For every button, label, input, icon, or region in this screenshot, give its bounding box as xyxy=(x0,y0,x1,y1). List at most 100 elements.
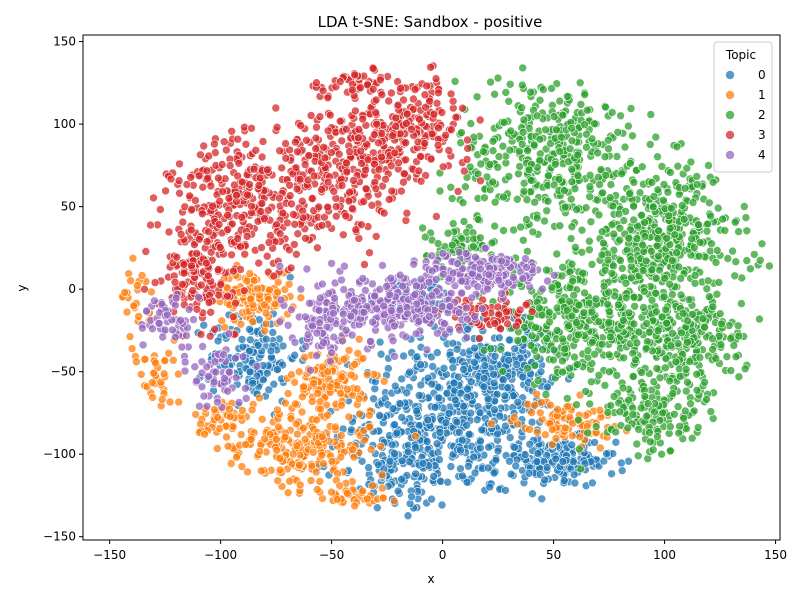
data-point xyxy=(665,376,675,386)
data-point xyxy=(253,341,263,350)
data-point xyxy=(307,397,317,406)
data-point xyxy=(387,186,397,196)
data-point xyxy=(323,126,333,136)
data-point xyxy=(457,276,467,286)
data-point xyxy=(377,483,387,493)
data-point xyxy=(273,287,282,297)
data-point xyxy=(278,208,288,218)
data-point xyxy=(726,366,736,375)
data-point xyxy=(527,408,536,417)
data-point xyxy=(136,370,146,379)
data-point xyxy=(275,193,284,203)
data-point xyxy=(223,441,233,451)
data-point xyxy=(708,334,717,344)
data-point xyxy=(340,261,349,271)
data-point xyxy=(532,427,542,437)
data-point xyxy=(462,477,472,487)
data-point xyxy=(694,220,703,229)
data-point xyxy=(178,217,188,227)
data-point xyxy=(666,446,675,456)
data-point xyxy=(632,234,642,243)
data-point xyxy=(728,246,737,256)
data-point xyxy=(390,420,399,429)
data-point xyxy=(580,120,589,129)
data-point xyxy=(475,233,485,243)
data-point xyxy=(317,221,327,230)
data-point xyxy=(469,452,479,462)
data-point xyxy=(444,146,454,155)
data-point xyxy=(600,152,610,161)
data-point xyxy=(712,246,722,255)
data-point xyxy=(347,204,357,213)
data-point xyxy=(458,198,468,207)
data-point xyxy=(526,87,535,97)
data-point xyxy=(585,399,595,409)
data-point xyxy=(365,248,374,257)
data-point xyxy=(241,383,250,393)
data-point xyxy=(437,108,447,117)
data-point xyxy=(438,249,448,258)
data-point xyxy=(730,271,740,281)
data-point xyxy=(463,384,472,394)
data-point xyxy=(160,356,170,366)
data-point xyxy=(741,213,751,222)
data-point xyxy=(518,274,528,283)
data-point xyxy=(133,281,142,290)
data-point xyxy=(459,365,468,374)
data-point xyxy=(365,422,374,432)
data-point xyxy=(526,176,536,185)
data-point xyxy=(323,367,333,377)
data-point xyxy=(272,445,282,455)
data-point xyxy=(295,460,304,470)
data-point xyxy=(311,467,321,477)
data-point xyxy=(488,136,498,146)
data-point xyxy=(315,397,325,407)
data-point xyxy=(667,256,677,265)
data-point xyxy=(534,303,544,313)
data-point xyxy=(331,211,341,221)
data-point xyxy=(132,357,141,367)
data-point xyxy=(518,372,528,382)
data-point xyxy=(714,278,724,287)
data-point xyxy=(312,78,321,87)
data-point xyxy=(577,225,587,235)
data-point xyxy=(624,308,634,318)
data-point xyxy=(439,319,449,328)
data-point xyxy=(442,388,452,398)
data-point xyxy=(245,324,254,334)
data-point xyxy=(227,127,236,136)
data-point xyxy=(513,336,523,345)
data-point xyxy=(521,254,530,263)
data-point xyxy=(653,432,662,441)
data-point xyxy=(443,477,453,487)
data-point xyxy=(339,355,349,364)
data-point xyxy=(360,435,370,445)
data-point xyxy=(223,210,232,220)
data-point xyxy=(232,452,241,462)
data-point xyxy=(427,352,436,362)
data-point xyxy=(140,355,150,364)
data-point xyxy=(466,377,476,387)
data-point xyxy=(494,152,504,161)
data-point xyxy=(327,148,336,157)
data-point xyxy=(238,352,248,362)
data-point xyxy=(659,180,669,189)
data-point xyxy=(671,357,681,367)
data-point xyxy=(164,227,174,237)
data-point xyxy=(202,166,212,176)
data-point xyxy=(345,147,354,156)
data-point xyxy=(585,170,595,180)
data-point xyxy=(446,183,456,192)
data-point xyxy=(283,389,293,398)
data-point xyxy=(582,105,592,115)
data-point xyxy=(390,449,399,458)
data-point xyxy=(567,222,577,231)
data-point xyxy=(202,401,212,411)
data-point xyxy=(254,181,264,190)
data-point xyxy=(567,164,577,174)
data-point xyxy=(237,462,247,471)
data-point xyxy=(653,152,662,161)
data-point xyxy=(214,173,223,183)
data-point xyxy=(223,225,232,234)
data-point xyxy=(226,459,236,468)
